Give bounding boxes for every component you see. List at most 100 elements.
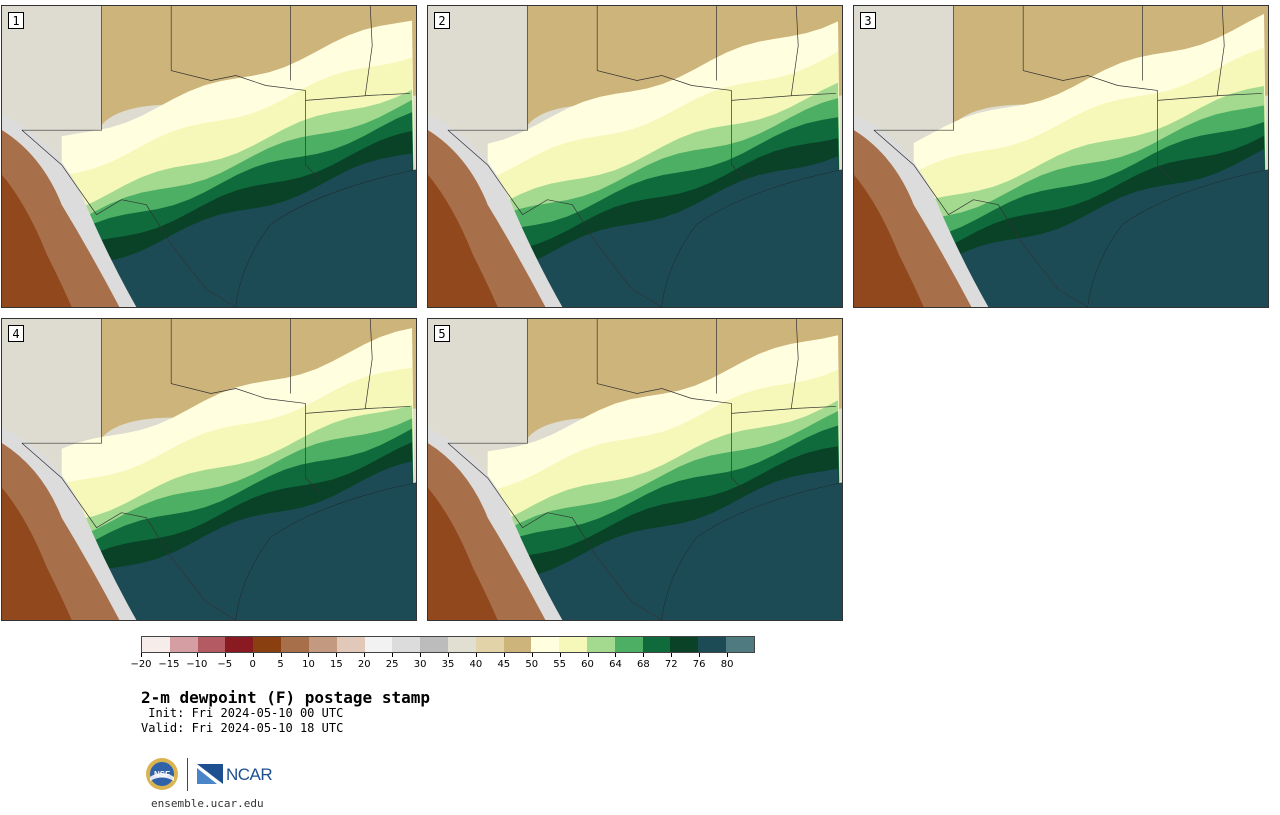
colorbar-tick-label: 30: [413, 659, 427, 670]
dewpoint-map-5: [428, 319, 842, 620]
colorbar-tick-labels: −20 −15 −10 −5 0 5 10 15 20 25 30 35 40 45 50 55 60 64 68 7…: [130, 653, 755, 673]
colorbar-swatch: [281, 637, 309, 652]
colorbar-tick-label: 60: [581, 659, 594, 670]
dewpoint-map-2: [428, 6, 842, 307]
colorbar-swatch: [670, 637, 699, 652]
colorbar-swatch: [392, 637, 421, 652]
transition-grey-band: [428, 115, 563, 307]
colorbar-tick: [699, 653, 701, 657]
state-border: [364, 319, 373, 409]
very-dry-region: [428, 487, 498, 620]
state-border: [790, 319, 799, 409]
colorbar-swatch: [614, 637, 643, 652]
member-number-label: 1: [8, 12, 24, 29]
colorbar-tick: [420, 653, 422, 657]
very-dry-region: [854, 174, 924, 307]
state-border: [1157, 93, 1263, 101]
colorbar-swatch: [726, 637, 754, 652]
valid-time: Valid: Fri 2024-05-10 18 UTC: [141, 721, 344, 735]
colorbar-tick-label: 76: [692, 659, 706, 670]
colorbar-swatch: [587, 637, 615, 652]
colorbar-tick-label: −20: [130, 659, 152, 670]
colorbar-tick: [336, 653, 338, 657]
site-url: ensemble.ucar.edu: [151, 797, 264, 810]
colorbar-tick: [587, 653, 589, 657]
state-border: [596, 319, 732, 404]
state-border: [731, 90, 747, 181]
state-border: [873, 129, 1089, 307]
state-border: [447, 442, 663, 620]
colorbar-tick-label: 40: [469, 659, 483, 670]
colorbar-tick: [727, 653, 729, 657]
transition-grey-band: [2, 115, 137, 307]
colorbar-swatch: [225, 637, 254, 652]
init-time: Init: Fri 2024-05-10 00 UTC: [141, 706, 344, 720]
state-border: [596, 6, 732, 91]
colorbar-tick: [392, 653, 394, 657]
member-number-label: 2: [434, 12, 450, 29]
state-border: [731, 406, 837, 414]
gulf-of-mexico: [661, 169, 842, 307]
gulf-of-mexico: [235, 482, 416, 620]
member-number-label: 5: [434, 325, 450, 342]
dewpoint-map-4: [2, 319, 416, 620]
colorbar-tick: [559, 653, 561, 657]
ncar-logo: [197, 764, 223, 784]
state-border: [1022, 6, 1158, 91]
colorbar-tick: [643, 653, 645, 657]
ensemble-member-panel-5: 5: [427, 318, 843, 621]
colorbar-swatch: [197, 637, 226, 652]
colorbar-tick: [364, 653, 366, 657]
state-border: [873, 6, 954, 131]
chart-title: 2-m dewpoint (F) postage stamp: [141, 688, 430, 707]
state-border: [21, 442, 237, 620]
colorbar-tick: [308, 653, 310, 657]
colorbar-swatch: [531, 637, 560, 652]
colorbar-tick-label: 20: [357, 659, 371, 670]
state-border: [21, 6, 102, 131]
colorbar-swatch: [642, 637, 671, 652]
state-border: [170, 6, 306, 91]
state-border: [447, 6, 528, 131]
colorbar-tick: [448, 653, 449, 657]
state-border: [731, 403, 747, 494]
state-border: [1216, 6, 1225, 96]
gulf-of-mexico: [661, 482, 842, 620]
state-border: [447, 319, 528, 444]
colorbar-tick-label: 64: [609, 659, 622, 670]
colorbar-tick: [531, 653, 533, 657]
ensemble-member-panel-2: 2: [427, 5, 843, 308]
state-border: [21, 129, 237, 307]
transition-grey-band: [854, 115, 989, 307]
state-border: [447, 129, 663, 307]
colorbar-tick-label: 55: [553, 659, 566, 670]
transition-grey-band: [2, 428, 137, 620]
colorbar-tick: [141, 653, 142, 657]
colorbar-tick: [671, 653, 673, 657]
colorbar-swatch: [336, 637, 365, 652]
colorbar-tick-label: −10: [186, 659, 208, 670]
colorbar-swatch: [503, 637, 532, 652]
colorbar-tick-label: 80: [720, 659, 734, 670]
state-border: [364, 6, 373, 96]
state-border: [790, 6, 799, 96]
gulf-of-mexico: [235, 169, 416, 307]
colorbar-swatch: [698, 637, 727, 652]
very-dry-region: [2, 174, 72, 307]
dewpoint-map-1: [2, 6, 416, 307]
gulf-of-mexico: [1087, 169, 1268, 307]
logo-divider: [187, 758, 188, 791]
colorbar-tick-label: 10: [302, 659, 315, 670]
member-number-label: 4: [8, 325, 24, 342]
dewpoint-colorbar: [141, 636, 755, 653]
colorbar-tick-label: 68: [636, 659, 650, 670]
colorbar-swatch: [169, 637, 198, 652]
colorbar-tick-label: 45: [497, 659, 511, 670]
colorbar-tick-label: 0: [249, 659, 256, 670]
colorbar-tick-label: 35: [441, 659, 455, 670]
transition-grey-band: [428, 428, 563, 620]
colorbar-swatch: [308, 637, 337, 652]
colorbar-swatch: [447, 637, 476, 652]
nsf-logo: NSF: [146, 758, 178, 790]
colorbar-tick-label: −15: [158, 659, 180, 670]
